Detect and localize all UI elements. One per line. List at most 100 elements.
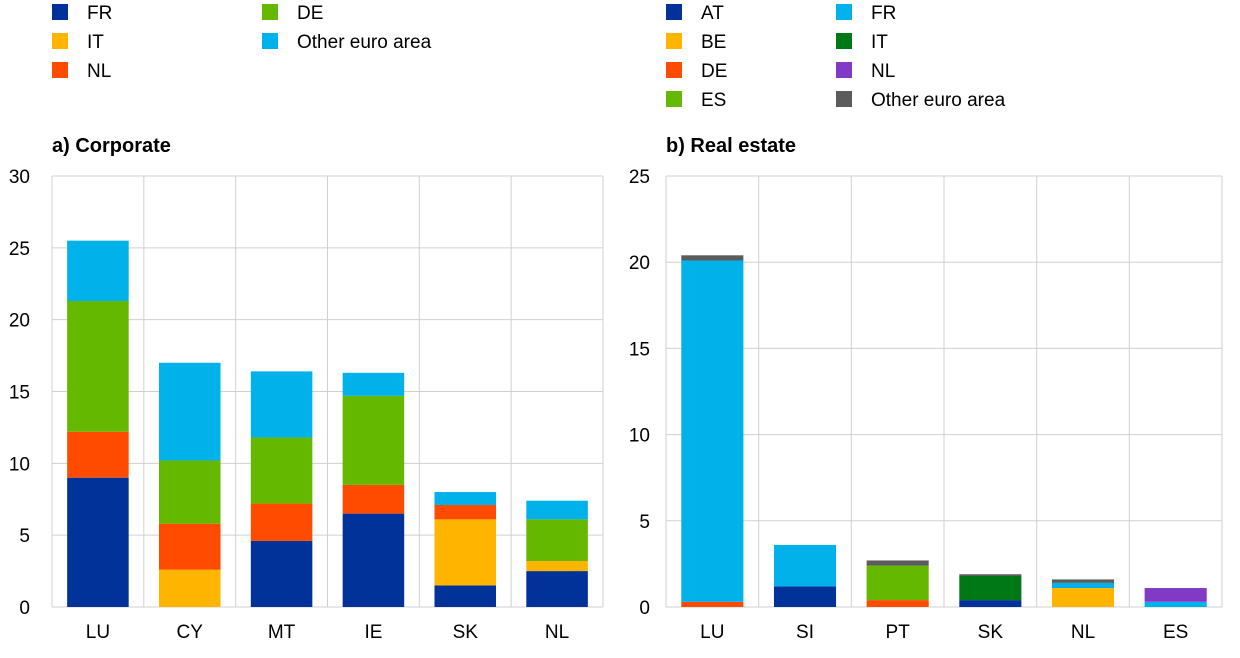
x-tick-label: MT — [268, 622, 296, 643]
legend-swatch — [666, 62, 682, 78]
gridlines — [51, 175, 604, 608]
legend-swatch — [836, 4, 852, 20]
legend-swatch — [836, 62, 852, 78]
legend: FR IT NL DE Other euro area — [52, 3, 432, 82]
legend-swatch — [52, 62, 68, 78]
bar-segment — [67, 240, 129, 301]
y-tick-label: 5 — [639, 512, 650, 533]
legend-swatch — [262, 4, 278, 20]
y-tick-label: 25 — [629, 167, 650, 188]
bar-segment — [158, 523, 221, 570]
x-tick-label: SK — [978, 622, 1004, 643]
bar-segment — [250, 437, 313, 504]
legend-label: DE — [297, 3, 323, 24]
x-tick-label: IE — [364, 622, 382, 643]
chart-title: b) Real estate — [666, 135, 796, 157]
y-tick-label: 0 — [639, 598, 650, 619]
bar-segment — [526, 561, 588, 572]
chart-panel-1: FR IT NL DE Other euro area a) Corporate 0 5 10 1… — [9, 3, 604, 643]
bar-segment — [250, 371, 313, 438]
legend-label: IT — [871, 32, 888, 53]
legend-swatch — [52, 33, 68, 49]
legend-label: BE — [701, 32, 726, 53]
bar-segment — [526, 571, 588, 607]
bar-segment — [526, 500, 588, 520]
bar-segment — [434, 504, 497, 520]
bar-segment — [250, 540, 313, 607]
bar-segment — [959, 575, 1022, 601]
bar-segment — [342, 372, 405, 396]
legend-label: DE — [701, 61, 727, 82]
x-tick-label: CY — [177, 622, 204, 643]
y-tick-label: 0 — [19, 598, 30, 619]
bar-segment — [959, 574, 1022, 576]
x-tick-label: PT — [886, 622, 911, 643]
legend-label: NL — [871, 61, 895, 82]
bar-segment — [158, 362, 221, 461]
y-tick-label: 20 — [9, 311, 30, 332]
legend-swatch — [666, 91, 682, 107]
legend: AT BE DE ES FR IT NL Other euro area — [666, 3, 1006, 111]
bar-segment — [866, 600, 929, 607]
bar-segment — [342, 395, 405, 485]
x-tick-label: SI — [796, 622, 814, 643]
legend-label: FR — [871, 3, 896, 24]
bars — [681, 255, 1207, 607]
bar-segment — [1144, 588, 1207, 602]
bar-segment — [67, 431, 129, 478]
y-tick-label: 20 — [629, 253, 650, 274]
legend-swatch — [666, 4, 682, 20]
bar-segment — [434, 585, 497, 607]
bar-segment — [866, 565, 929, 601]
bar-segment — [67, 477, 129, 607]
y-tick-label: 25 — [9, 239, 30, 260]
legend-label: IT — [87, 32, 104, 53]
y-tick-label: 10 — [9, 454, 30, 475]
x-tick-label: NL — [545, 622, 569, 643]
bar-segment — [773, 586, 837, 607]
legend-label: ES — [701, 90, 726, 111]
bar-segment — [866, 560, 929, 566]
x-tick-label: NL — [1071, 622, 1095, 643]
legend-label: Other euro area — [871, 90, 1006, 111]
y-tick-label: 10 — [629, 426, 650, 447]
x-tick-label: ES — [1163, 622, 1188, 643]
bar-segment — [1051, 582, 1115, 589]
bar-segment — [342, 484, 405, 514]
bar-segment — [681, 260, 744, 602]
legend-swatch — [52, 4, 68, 20]
bar-segment — [1144, 601, 1207, 607]
y-tick-label: 15 — [629, 339, 650, 360]
legend-swatch — [836, 33, 852, 49]
legend-label: NL — [87, 61, 111, 82]
x-tick-label: LU — [700, 622, 724, 643]
bars — [67, 240, 588, 607]
bar-segment — [342, 513, 405, 607]
chart-title: a) Corporate — [52, 135, 171, 157]
legend-label: AT — [701, 3, 724, 24]
bar-segment — [959, 600, 1022, 607]
legend-swatch — [666, 33, 682, 49]
bar-segment — [681, 601, 744, 607]
bar-segment — [434, 492, 497, 505]
bar-segment — [773, 544, 837, 587]
bar-segment — [250, 503, 313, 541]
legend-swatch — [836, 91, 852, 107]
legend-label: FR — [87, 3, 112, 24]
y-tick-label: 15 — [9, 383, 30, 404]
bar-segment — [681, 255, 744, 261]
legend-swatch — [262, 33, 278, 49]
y-tick-label: 5 — [19, 526, 30, 547]
chart-panel-2: AT BE DE ES FR IT NL Other euro area b) Real est… — [629, 3, 1223, 643]
bar-segment — [67, 300, 129, 432]
y-tick-label: 30 — [9, 167, 30, 188]
bar-segment — [526, 519, 588, 562]
x-tick-label: LU — [86, 622, 110, 643]
bar-segment — [1051, 588, 1115, 607]
bar-segment — [158, 460, 221, 524]
bar-segment — [158, 569, 221, 607]
x-tick-label: SK — [453, 622, 479, 643]
gridlines — [665, 175, 1223, 608]
